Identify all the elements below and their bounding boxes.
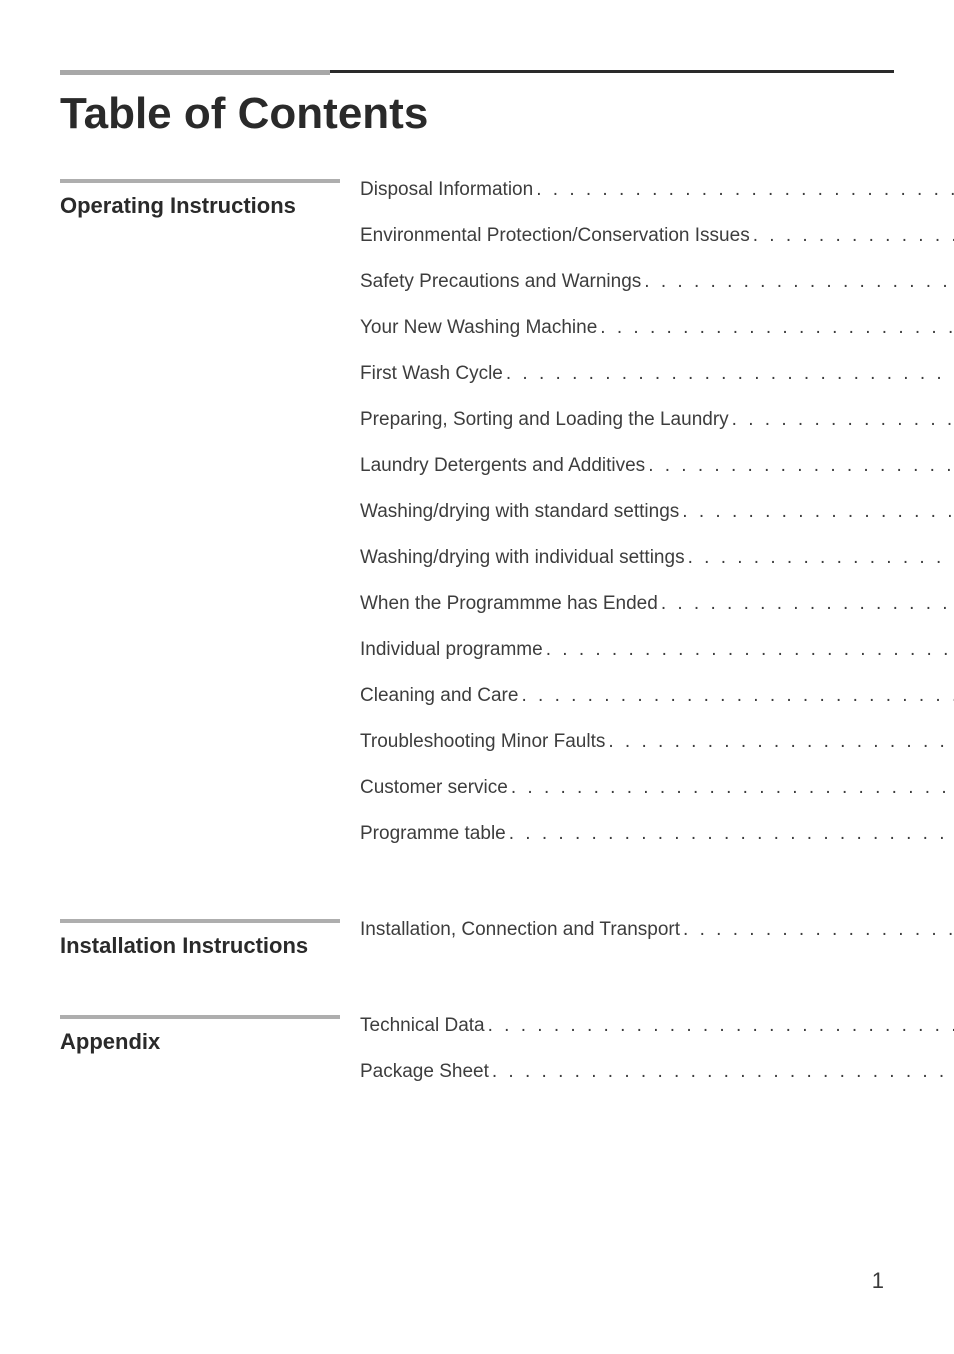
toc-label: Cleaning and Care [360,685,518,707]
toc-dots [521,685,954,707]
toc-row: Individual programme29 [360,639,954,661]
toc-label: Washing/drying with standard settings [360,501,679,523]
toc-dots [536,179,954,201]
toc-row: First Wash Cycle13 [360,363,954,385]
toc-label: Safety Precautions and Warnings [360,271,641,293]
toc-label: Washing/drying with individual settings [360,547,685,569]
top-rule-container [60,70,894,73]
toc-section: AppendixTechnical Data50Package Sheet51 [60,1015,894,1107]
section-heading: Operating Instructions [60,193,340,219]
toc-label: Preparing, Sorting and Loading the Laund… [360,409,729,431]
toc-row: When the Programmme has Ended27 [360,593,954,615]
toc-label: Customer service [360,777,508,799]
section-rule [60,1015,340,1019]
toc-label: Technical Data [360,1015,485,1037]
toc-dots [492,1061,954,1083]
toc-dots [661,593,954,615]
toc-row: Washing/drying with standard settings20 [360,501,954,523]
toc-row: Washing/drying with individual settings2… [360,547,954,569]
toc-row: Package Sheet51 [360,1061,954,1083]
toc-row: Environmental Protection/Conservation Is… [360,225,954,247]
toc-row: Customer service38 [360,777,954,799]
toc-dots [488,1015,954,1037]
section-left: Appendix [60,1015,360,1107]
toc-label: Laundry Detergents and Additives [360,455,645,477]
toc-dots [600,317,954,339]
toc-label: Installation, Connection and Transport [360,919,680,941]
toc-row: Installation, Connection and Transport41 [360,919,954,941]
toc-dots [608,731,954,753]
toc-dots [506,363,954,385]
section-left: Installation Instructions [60,919,360,965]
toc-dots [546,639,954,661]
toc-section: Operating Instructions Disposal Informati… [60,179,894,869]
section-rule [60,179,340,183]
sections-container: Operating Instructions Disposal Informati… [60,179,894,1107]
toc-label: Individual programme [360,639,543,661]
toc-label: Disposal Information [360,179,533,201]
toc-dots [753,225,954,247]
toc-row: Laundry Detergents and Additives18 [360,455,954,477]
toc-label: Environmental Protection/Conservation Is… [360,225,750,247]
toc-dots [688,547,954,569]
toc-dots [732,409,954,431]
toc-label: When the Programmme has Ended [360,593,658,615]
top-rule-black [330,70,894,73]
toc-label: First Wash Cycle [360,363,503,385]
toc-label: Your New Washing Machine [360,317,597,339]
section-heading: Appendix [60,1029,340,1055]
toc-row: Disposal Information2 [360,179,954,201]
toc-dots [648,455,954,477]
toc-row: Technical Data50 [360,1015,954,1037]
toc-dots [682,501,954,523]
section-heading: Installation Instructions [60,933,340,959]
section-right: Disposal Information2 Environmental Prote… [360,179,954,869]
toc-section: Installation Instructions Installation, C… [60,919,894,965]
toc-dots [511,777,954,799]
page-title: Table of Contents [60,89,894,139]
toc-row: Safety Precautions and Warnings4 [360,271,954,293]
toc-row: Cleaning and Care31 [360,685,954,707]
top-rule-gray [60,70,330,75]
section-right: Installation, Connection and Transport41 [360,919,954,965]
section-left: Operating Instructions [60,179,360,869]
toc-label: Programme table [360,823,506,845]
toc-dots [683,919,954,941]
toc-row: Your New Washing Machine6 [360,317,954,339]
toc-row: Troubleshooting Minor Faults35 [360,731,954,753]
page-number: 1 [872,1268,884,1294]
toc-row: Preparing, Sorting and Loading the Laund… [360,409,954,431]
toc-label: Package Sheet [360,1061,489,1083]
toc-dots [644,271,954,293]
toc-row: Programme table39 [360,823,954,845]
toc-label: Troubleshooting Minor Faults [360,731,605,753]
section-rule [60,919,340,923]
toc-dots [509,823,954,845]
section-right: Technical Data50 Package Sheet51 [360,1015,954,1107]
